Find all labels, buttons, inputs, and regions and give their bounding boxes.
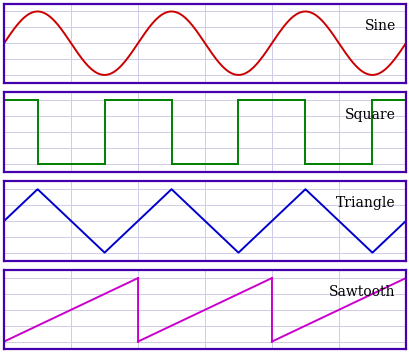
Text: Square: Square (344, 108, 395, 122)
Text: Sawtooth: Sawtooth (328, 285, 395, 299)
Text: Triangle: Triangle (335, 197, 395, 210)
Text: Sine: Sine (364, 19, 395, 33)
